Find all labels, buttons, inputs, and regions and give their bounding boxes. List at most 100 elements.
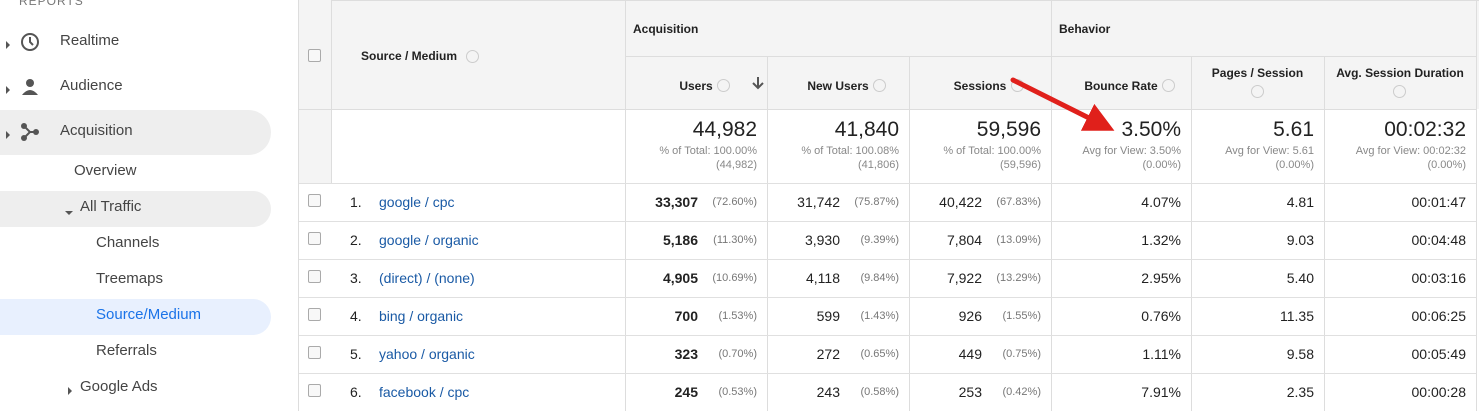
icon <box>20 77 40 97</box>
cell-value: 0.76% <box>1141 308 1181 324</box>
cb[interactable] <box>308 270 321 283</box>
column-header[interactable]: New Users <box>807 79 869 93</box>
source-link[interactable]: google / organic <box>379 232 479 248</box>
rank: 5. <box>350 346 362 362</box>
group-header: Acquisition <box>633 22 699 36</box>
cell-pct: (0.75%) <box>1002 348 1041 360</box>
cell-value: 9.03 <box>1286 232 1314 248</box>
cell-pct: (1.55%) <box>1002 310 1041 322</box>
total-note: % of Total: 100.08% <box>801 145 899 157</box>
row-rule <box>299 183 1476 184</box>
column-header: Source / Medium <box>361 49 458 63</box>
rule <box>298 109 1476 110</box>
cell-pct: (72.60%) <box>712 196 757 208</box>
source-link[interactable]: yahoo / organic <box>379 346 475 362</box>
cb[interactable] <box>308 384 321 397</box>
cb[interactable] <box>308 308 321 321</box>
cell-value: 2.95% <box>1141 270 1181 286</box>
rule <box>298 0 299 411</box>
q <box>1393 85 1406 98</box>
cb[interactable] <box>308 194 321 207</box>
row-rule <box>299 221 1476 222</box>
nav-item[interactable]: Google Ads <box>80 378 158 395</box>
rule <box>1324 56 1325 411</box>
cell-value: 1.32% <box>1141 232 1181 248</box>
total: 00:02:32 <box>1384 118 1466 141</box>
rule <box>1051 0 1052 411</box>
cb[interactable] <box>308 346 321 359</box>
cell-value: 00:05:49 <box>1411 346 1467 362</box>
cell-pct: (0.70%) <box>718 348 757 360</box>
total-note: % of Total: 100.00% <box>659 145 757 157</box>
cell-pct: (0.58%) <box>860 386 899 398</box>
rule <box>767 56 768 411</box>
cell-value: 243 <box>816 384 840 400</box>
total-note: (0.00%) <box>1275 159 1314 171</box>
icon <box>751 76 765 90</box>
nav-item[interactable]: Referrals <box>96 342 157 359</box>
rank: 4. <box>350 308 362 324</box>
total-note: Avg for View: 00:02:32 <box>1355 145 1466 157</box>
rule <box>1476 0 1477 411</box>
source-link[interactable]: google / cpc <box>379 194 455 210</box>
nav-item[interactable]: Realtime <box>60 32 120 49</box>
column-header[interactable]: Avg. Session Duration <box>1336 66 1464 80</box>
nav-item[interactable]: Treemaps <box>96 270 163 287</box>
icon <box>1005 72 1117 134</box>
cell-value: 3,930 <box>804 232 840 248</box>
cell-pct: (13.29%) <box>996 272 1041 284</box>
cell-pct: (9.84%) <box>860 272 899 284</box>
nav-item[interactable]: Overview <box>74 162 137 179</box>
cell-value: 5,186 <box>662 232 698 248</box>
cell-pct: (0.53%) <box>718 386 757 398</box>
total: 41,840 <box>834 118 899 141</box>
row-rule <box>299 297 1476 298</box>
cb[interactable] <box>308 49 321 62</box>
column-header[interactable]: Users <box>679 79 713 93</box>
cell-value: 5.40 <box>1286 270 1314 286</box>
total-note: Avg for View: 5.61 <box>1225 145 1314 157</box>
icon <box>64 204 74 215</box>
cell-pct: (1.43%) <box>860 310 899 322</box>
rule <box>909 56 910 411</box>
rank: 1. <box>350 194 362 210</box>
rank: 2. <box>350 232 362 248</box>
cell-value: 00:04:48 <box>1411 232 1467 248</box>
nav-item[interactable]: All Traffic <box>80 198 142 215</box>
cell-pct: (0.42%) <box>1002 386 1041 398</box>
column-header[interactable]: Bounce Rate <box>1084 79 1158 93</box>
nav-selected <box>0 299 271 335</box>
cell-value: 323 <box>674 346 698 362</box>
cell-pct: (0.65%) <box>860 348 899 360</box>
cell-value: 7,922 <box>946 270 982 286</box>
group-header: Behavior <box>1059 22 1111 36</box>
icon <box>4 82 12 94</box>
cell-value: 00:00:28 <box>1411 384 1467 400</box>
nav-item[interactable]: Acquisition <box>60 122 133 139</box>
cell-value: 272 <box>816 346 840 362</box>
nav-item[interactable]: Source/Medium <box>96 306 202 323</box>
source-link[interactable]: facebook / cpc <box>379 384 470 400</box>
row-rule <box>299 373 1476 374</box>
cell-value: 700 <box>674 308 698 324</box>
column-header[interactable]: Pages / Session <box>1211 66 1304 80</box>
column-header[interactable]: Sessions <box>953 79 1007 93</box>
cell-value: 245 <box>674 384 698 400</box>
cell-pct: (67.83%) <box>996 196 1041 208</box>
cell-value: 449 <box>958 346 982 362</box>
rule <box>625 0 626 411</box>
cell-value: 9.58 <box>1286 346 1314 362</box>
nav-item[interactable]: Channels <box>96 234 160 251</box>
nav-item[interactable]: Audience <box>60 77 123 94</box>
cell-pct: (10.69%) <box>712 272 757 284</box>
total-note: % of Total: 100.00% <box>943 145 1041 157</box>
rank: 6. <box>350 384 362 400</box>
source-link[interactable]: (direct) / (none) <box>379 270 475 286</box>
source-link[interactable]: bing / organic <box>379 308 464 324</box>
icon <box>66 383 74 395</box>
total: 44,982 <box>692 118 757 141</box>
cell-value: 4.81 <box>1286 194 1314 210</box>
cell-value: 2.35 <box>1286 384 1314 400</box>
cb[interactable] <box>308 232 321 245</box>
q <box>1250 85 1264 98</box>
